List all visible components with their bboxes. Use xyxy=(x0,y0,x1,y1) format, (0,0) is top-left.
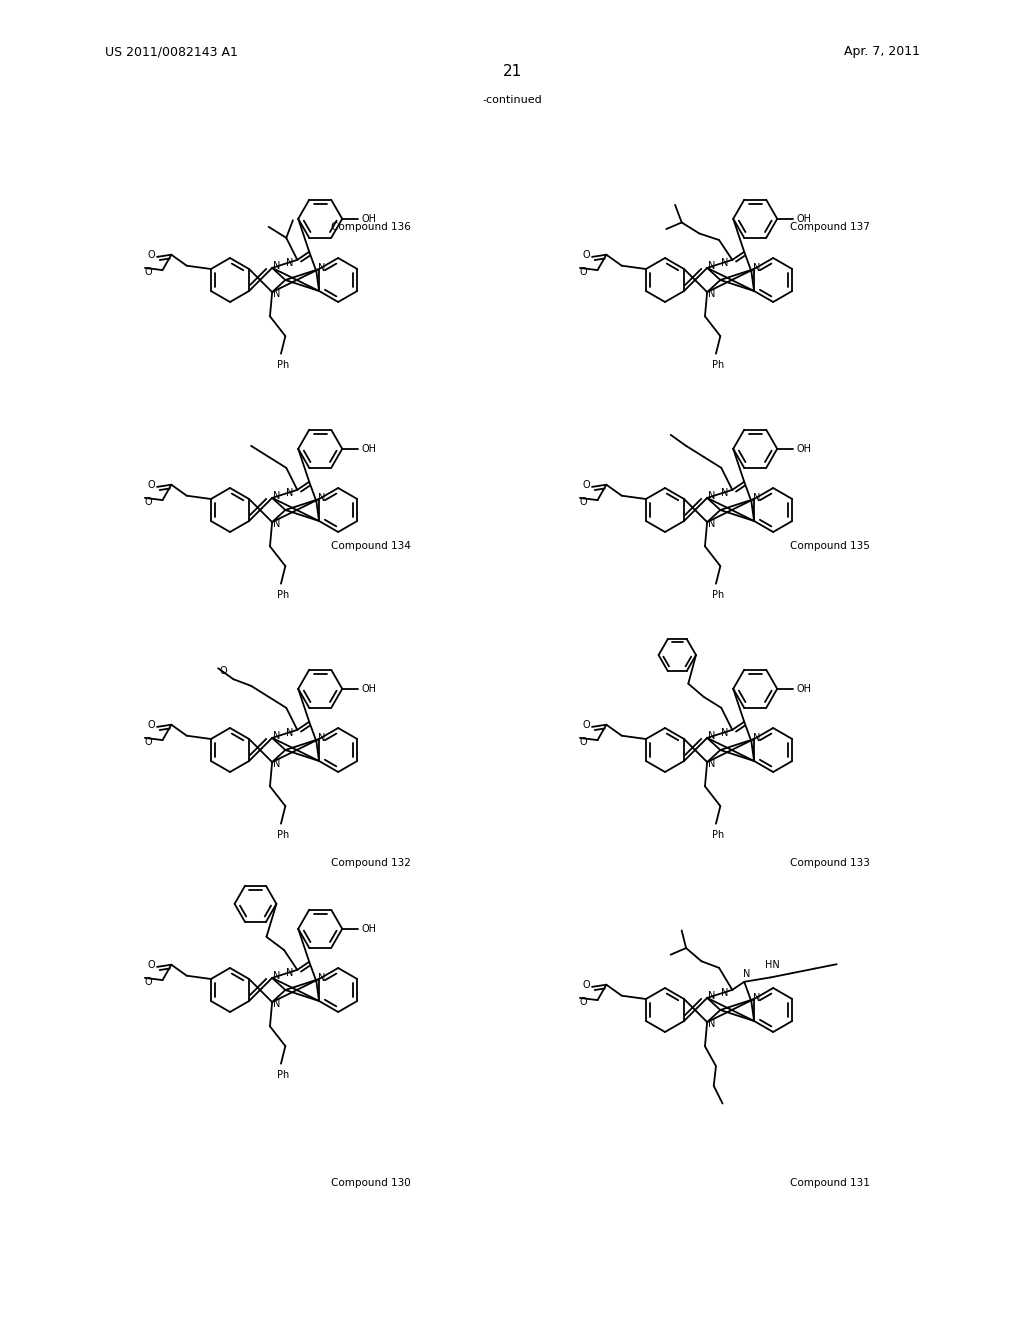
Text: O: O xyxy=(144,498,153,507)
Text: N: N xyxy=(709,991,716,1001)
Text: Compound 137: Compound 137 xyxy=(790,222,869,232)
Text: N: N xyxy=(273,731,281,741)
Text: N: N xyxy=(286,488,293,498)
Text: N: N xyxy=(317,264,325,273)
Text: OH: OH xyxy=(361,684,376,694)
Text: O: O xyxy=(147,249,155,260)
Text: N: N xyxy=(286,257,293,268)
Text: Compound 130: Compound 130 xyxy=(331,1177,411,1188)
Text: N: N xyxy=(753,264,760,273)
Text: Compound 134: Compound 134 xyxy=(331,541,411,552)
Text: HN: HN xyxy=(765,961,780,970)
Text: OH: OH xyxy=(361,924,376,933)
Text: N: N xyxy=(273,519,281,529)
Text: N: N xyxy=(709,731,716,741)
Text: Compound 135: Compound 135 xyxy=(790,541,869,552)
Text: N: N xyxy=(709,491,716,500)
Text: N: N xyxy=(286,727,293,738)
Text: O: O xyxy=(583,480,590,490)
Text: OH: OH xyxy=(361,214,376,224)
Text: O: O xyxy=(580,737,588,747)
Text: N: N xyxy=(273,261,281,271)
Text: N: N xyxy=(709,519,716,529)
Text: N: N xyxy=(721,488,728,498)
Text: N: N xyxy=(753,734,760,743)
Text: N: N xyxy=(273,759,281,770)
Text: N: N xyxy=(317,494,325,503)
Text: O: O xyxy=(147,719,155,730)
Text: O: O xyxy=(580,498,588,507)
Text: O: O xyxy=(580,997,588,1007)
Text: Compound 132: Compound 132 xyxy=(331,858,411,869)
Text: OH: OH xyxy=(796,444,811,454)
Text: 21: 21 xyxy=(503,65,521,79)
Text: O: O xyxy=(583,979,590,990)
Text: N: N xyxy=(709,759,716,770)
Text: O: O xyxy=(583,719,590,730)
Text: N: N xyxy=(742,969,750,979)
Text: Ph: Ph xyxy=(276,830,289,840)
Text: O: O xyxy=(144,737,153,747)
Text: Compound 136: Compound 136 xyxy=(331,222,411,232)
Text: OH: OH xyxy=(361,444,376,454)
Text: Apr. 7, 2011: Apr. 7, 2011 xyxy=(844,45,920,58)
Text: N: N xyxy=(286,968,293,978)
Text: O: O xyxy=(583,249,590,260)
Text: N: N xyxy=(709,261,716,271)
Text: US 2011/0082143 A1: US 2011/0082143 A1 xyxy=(105,45,238,58)
Text: N: N xyxy=(317,973,325,983)
Text: Ph: Ph xyxy=(276,360,289,370)
Text: N: N xyxy=(273,491,281,500)
Text: N: N xyxy=(273,289,281,300)
Text: Compound 133: Compound 133 xyxy=(790,858,869,869)
Text: Ph: Ph xyxy=(712,830,724,840)
Text: O: O xyxy=(144,977,153,987)
Text: N: N xyxy=(709,289,716,300)
Text: Compound 131: Compound 131 xyxy=(790,1177,869,1188)
Text: N: N xyxy=(721,987,728,998)
Text: Ph: Ph xyxy=(712,590,724,599)
Text: N: N xyxy=(273,999,281,1008)
Text: N: N xyxy=(753,994,760,1003)
Text: O: O xyxy=(147,960,155,970)
Text: N: N xyxy=(273,972,281,981)
Text: OH: OH xyxy=(796,214,811,224)
Text: -continued: -continued xyxy=(482,95,542,106)
Text: N: N xyxy=(721,727,728,738)
Text: Ph: Ph xyxy=(712,360,724,370)
Text: Ph: Ph xyxy=(276,590,289,599)
Text: N: N xyxy=(709,1019,716,1030)
Text: O: O xyxy=(580,267,588,277)
Text: Ph: Ph xyxy=(276,1069,289,1080)
Text: O: O xyxy=(220,667,227,676)
Text: O: O xyxy=(147,480,155,490)
Text: N: N xyxy=(721,257,728,268)
Text: OH: OH xyxy=(796,684,811,694)
Text: O: O xyxy=(144,267,153,277)
Text: N: N xyxy=(753,494,760,503)
Text: N: N xyxy=(317,734,325,743)
